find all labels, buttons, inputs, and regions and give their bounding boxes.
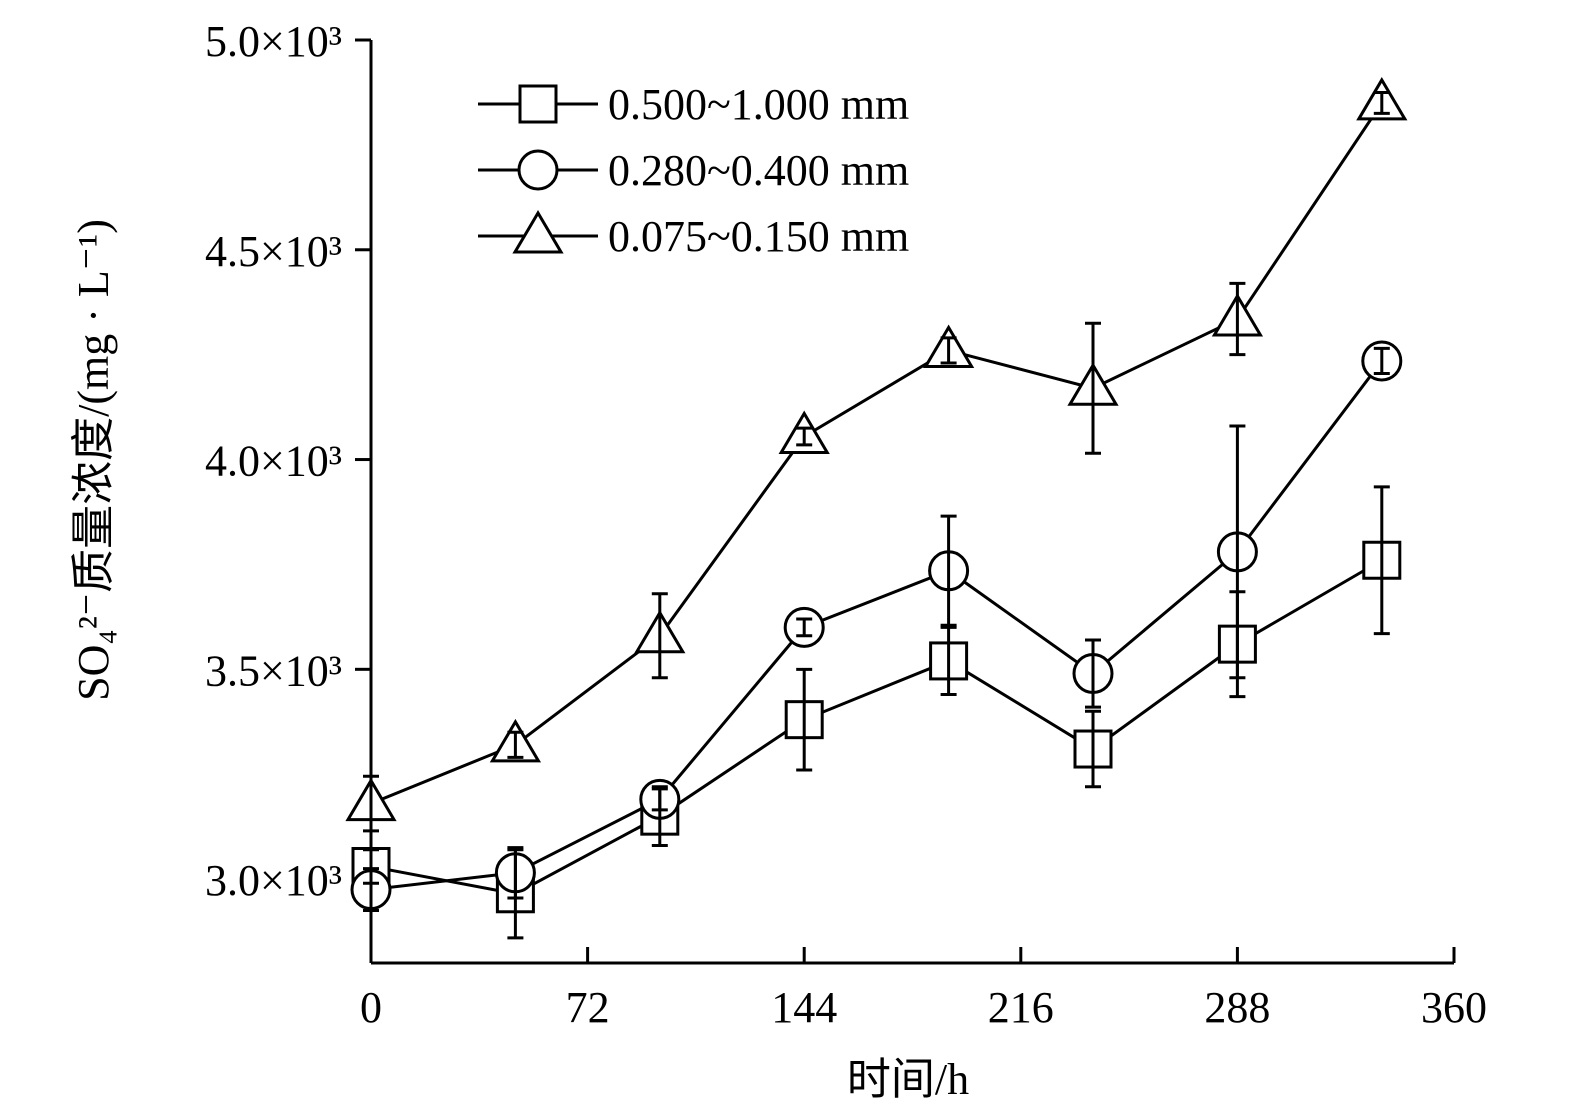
error-bar-triangle — [651, 592, 668, 680]
error-bar-square — [1373, 485, 1390, 636]
series-lines — [370, 102, 1384, 896]
error-bar-circle — [940, 514, 957, 627]
y-tick-label: 3.0×10³ — [205, 856, 342, 905]
error-bar-square — [940, 625, 957, 696]
legend-marker-square — [518, 84, 558, 124]
y-axis-title: SO₄²⁻质量浓度/(mg · L⁻¹) — [69, 219, 118, 701]
error-bar-circle — [363, 867, 379, 913]
error-bar-circle — [651, 787, 668, 812]
error-bar-circle — [796, 617, 813, 638]
x-tick-label: 288 — [1204, 983, 1270, 1032]
x-tick-label: 0 — [360, 983, 382, 1032]
axes: 3.0×10³ 3.5×10³ 4.0×10³ 4.5×10³ 5.0×10³ 0 72 14… — [205, 17, 1487, 1032]
x-tick-label: 144 — [771, 983, 837, 1032]
series-line-triangle — [370, 102, 1384, 805]
x-tick-label: 216 — [988, 983, 1054, 1032]
legend-entry: 0.500~1.000 mm — [478, 80, 909, 129]
error-bar-triangle — [1229, 281, 1246, 357]
error-bar-triangle — [796, 426, 813, 447]
x-tick-label: 360 — [1421, 983, 1487, 1032]
y-tick-label: 4.5×10³ — [205, 227, 342, 276]
y-tick-label: 5.0×10³ — [205, 17, 342, 66]
error-bar-triangle — [1373, 90, 1390, 115]
legend-marker-circle — [517, 149, 559, 191]
error-bar-circle — [1229, 424, 1246, 680]
error-bar-circle — [507, 846, 524, 900]
data-points — [345, 76, 1408, 914]
x-axis-title: 时间/h — [847, 1055, 969, 1104]
x-tick-label: 72 — [566, 983, 610, 1032]
error-bar-circle — [1085, 638, 1101, 709]
legend-entry: 0.075~0.150 mm — [478, 210, 909, 261]
error-bar-triangle — [363, 774, 379, 833]
error-bar-circle — [1373, 346, 1390, 376]
error-bar-square — [796, 667, 813, 772]
legend-marker-triangle — [512, 210, 564, 254]
series-line-circle — [370, 360, 1383, 892]
series-line-square — [370, 558, 1383, 896]
error-bars — [363, 90, 1390, 940]
legend-label: 0.500~1.000 mm — [608, 80, 909, 129]
legend-label: 0.280~0.400 mm — [608, 146, 909, 195]
legend-label: 0.075~0.150 mm — [608, 212, 909, 261]
legend-entry: 0.280~0.400 mm — [478, 146, 909, 195]
error-bar-triangle — [940, 336, 957, 365]
y-tick-label: 3.5×10³ — [205, 646, 342, 695]
error-bar-square — [1085, 709, 1101, 789]
legend: 0.500~1.000 mm 0.280~0.400 mm 0.075~0.150 … — [478, 80, 909, 261]
error-bar-triangle — [1085, 321, 1101, 455]
y-tick-label: 4.0×10³ — [205, 437, 342, 486]
error-bar-triangle — [507, 730, 524, 759]
